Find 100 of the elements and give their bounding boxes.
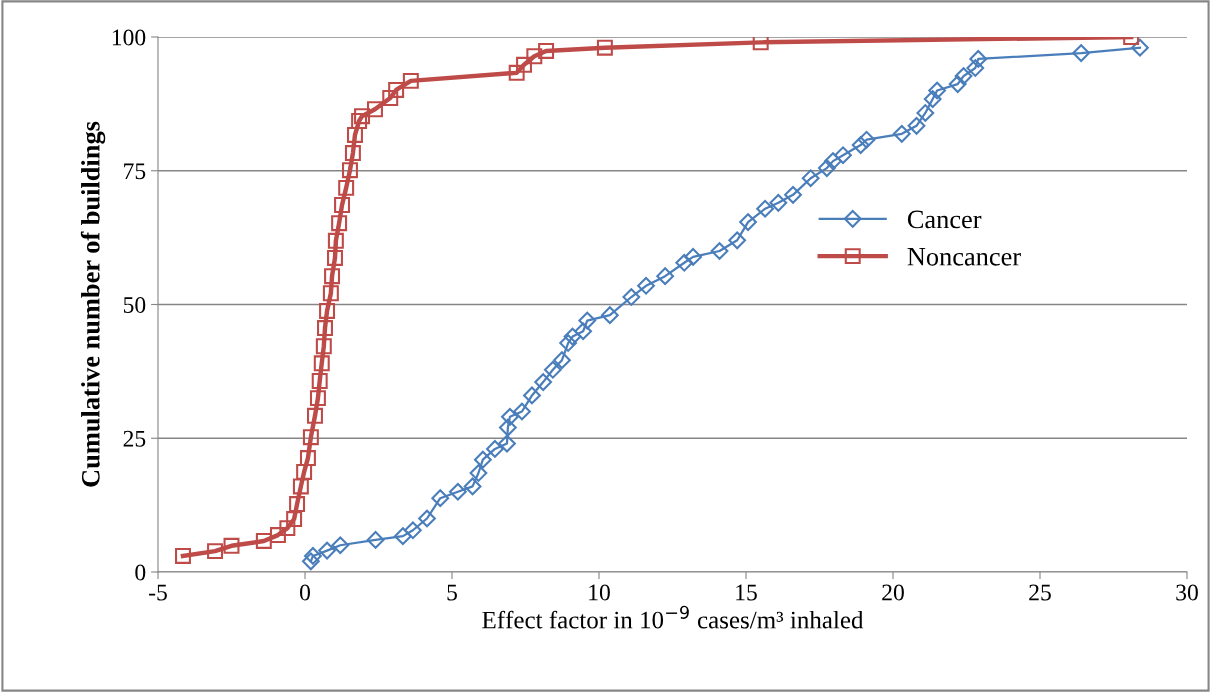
x-tick-label: 20	[882, 584, 904, 601]
point	[559, 334, 578, 352]
point	[824, 152, 842, 171]
y-axis-title: Cumulative number of buildings	[80, 121, 106, 487]
x-tick-label: 0	[300, 584, 310, 601]
point	[684, 247, 702, 266]
point	[354, 108, 371, 125]
point	[269, 527, 286, 544]
point	[534, 373, 553, 391]
point	[907, 116, 926, 135]
point	[637, 276, 655, 295]
point	[622, 288, 641, 306]
y-tick-label: 100	[112, 29, 146, 46]
point	[317, 320, 333, 337]
point	[969, 50, 988, 68]
point	[516, 56, 533, 73]
point	[304, 547, 322, 565]
point	[553, 351, 571, 370]
x-tick-label: -5	[149, 584, 167, 601]
point	[334, 197, 351, 213]
point	[279, 520, 296, 537]
legend-label: Cancer	[907, 210, 982, 229]
point	[574, 322, 593, 341]
point	[756, 199, 775, 218]
x-tick-label: 30	[1176, 584, 1198, 601]
point	[916, 104, 935, 122]
point	[834, 146, 852, 165]
point	[538, 42, 555, 59]
point	[318, 541, 336, 560]
point	[207, 543, 224, 560]
point	[508, 64, 525, 81]
point	[327, 232, 344, 249]
point	[299, 450, 316, 467]
point	[388, 81, 405, 98]
point	[223, 537, 240, 554]
point	[311, 373, 328, 389]
point	[543, 360, 562, 379]
point	[469, 464, 488, 482]
point	[486, 440, 504, 458]
point	[175, 547, 191, 564]
point	[600, 306, 619, 325]
y-tick-label: 50	[123, 296, 146, 313]
point	[313, 355, 330, 372]
point	[382, 90, 399, 106]
point	[448, 482, 467, 501]
point	[302, 429, 319, 446]
point	[351, 113, 368, 129]
point	[851, 136, 870, 154]
point	[817, 159, 836, 177]
point	[928, 81, 946, 100]
point	[404, 521, 422, 540]
point	[324, 268, 341, 285]
point	[331, 215, 348, 232]
point	[402, 72, 419, 89]
point	[301, 552, 320, 571]
point	[513, 402, 531, 421]
legend-label: Noncancer	[907, 248, 1021, 266]
point	[498, 434, 516, 453]
point	[307, 407, 323, 424]
point	[319, 302, 336, 319]
point	[366, 531, 385, 549]
point	[366, 101, 383, 118]
point	[923, 90, 942, 108]
point	[255, 532, 272, 549]
point	[801, 169, 820, 188]
point	[523, 386, 541, 405]
x-tick-label: 15	[736, 584, 757, 601]
point	[347, 126, 363, 143]
y-tick-label: 25	[123, 430, 146, 447]
point	[739, 213, 757, 232]
point	[526, 48, 543, 65]
point	[331, 536, 350, 555]
x-tick-label: 5	[447, 584, 457, 601]
point	[966, 59, 985, 77]
point	[498, 418, 517, 437]
point	[289, 496, 306, 513]
y-tick-label: 75	[124, 163, 146, 180]
point	[315, 338, 332, 355]
x-axis-title: Effect factor in 10$^{−9}$ cases/m³ inhaled	[482, 605, 864, 629]
x-tick-label: 25	[1029, 584, 1051, 601]
point	[473, 450, 492, 469]
point	[322, 285, 339, 302]
point	[656, 267, 675, 286]
point	[1072, 44, 1091, 62]
point	[344, 145, 361, 162]
point	[338, 179, 355, 196]
point	[752, 37, 769, 51]
point	[784, 185, 802, 204]
point	[728, 231, 747, 250]
point	[327, 249, 343, 266]
point	[431, 489, 450, 508]
point	[563, 327, 582, 346]
x-tick-label: 10	[589, 584, 610, 601]
point	[710, 242, 729, 260]
point	[309, 390, 326, 407]
point	[394, 527, 412, 546]
point	[948, 75, 967, 93]
y-tick-label: 0	[135, 564, 146, 581]
point	[463, 477, 482, 496]
point	[292, 478, 309, 495]
